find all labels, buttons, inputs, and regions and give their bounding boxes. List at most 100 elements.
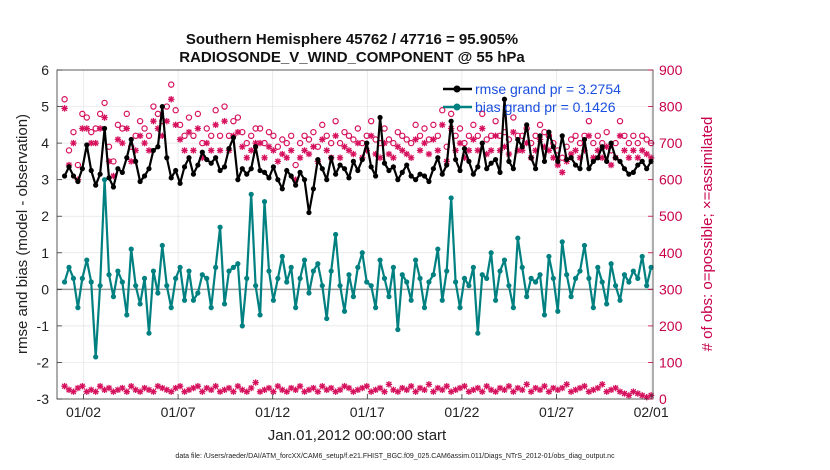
possible-obs-low-point xyxy=(643,393,650,401)
bias-point xyxy=(475,330,481,336)
rmse-point xyxy=(399,169,405,175)
possible-obs-point xyxy=(265,128,273,136)
assimilated-obs-point xyxy=(403,150,410,158)
possible-obs-low-point xyxy=(496,384,504,392)
possible-obs-low-point xyxy=(523,381,530,388)
assimilated-obs-point xyxy=(416,147,424,154)
assimilated-obs-point xyxy=(110,172,117,180)
rmse-point xyxy=(248,166,254,172)
rmse-point xyxy=(208,160,214,166)
rmse-point xyxy=(466,158,472,164)
assimilated-obs-point xyxy=(643,150,650,158)
rmse-point xyxy=(253,144,259,150)
bias-point xyxy=(537,272,543,278)
rmse-point xyxy=(564,156,570,163)
rmse-point xyxy=(97,171,103,177)
rmse-point xyxy=(110,184,117,190)
possible-obs-low-point xyxy=(390,386,397,394)
assimilated-obs-point xyxy=(292,176,299,183)
bias-point xyxy=(341,308,348,314)
y-tick-label-left: 1 xyxy=(41,245,49,261)
possible-obs-low-point xyxy=(385,381,393,388)
rmse-point xyxy=(644,166,650,172)
assimilated-obs-point xyxy=(350,150,357,158)
possible-obs-low-point xyxy=(505,383,513,390)
bias-point xyxy=(328,268,334,274)
bias-point xyxy=(204,275,210,281)
y-tick-label-left: -2 xyxy=(37,354,50,370)
bias-point xyxy=(248,191,254,197)
assimilated-obs-point xyxy=(256,139,264,147)
assimilated-obs-point xyxy=(470,136,477,143)
rmse-point xyxy=(350,158,356,164)
possible-obs-point xyxy=(203,125,210,132)
rmse-point xyxy=(590,158,596,164)
possible-obs-low-point xyxy=(239,386,246,394)
bias-point xyxy=(630,268,636,274)
possible-obs-low-point xyxy=(123,388,130,395)
bias-point xyxy=(230,264,237,270)
rmse-point xyxy=(599,144,605,150)
possible-obs-point xyxy=(616,117,624,125)
assimilated-obs-point xyxy=(305,150,313,158)
possible-obs-point xyxy=(385,136,393,143)
x-tick-label: 01/02 xyxy=(66,404,101,420)
possible-obs-low-point xyxy=(88,386,95,394)
possible-obs-low-point xyxy=(425,381,433,388)
rmse-point xyxy=(150,147,157,154)
assimilated-obs-point xyxy=(141,139,148,147)
assimilated-obs-point xyxy=(559,169,566,176)
rmse-point xyxy=(626,171,632,177)
assimilated-obs-point xyxy=(634,154,641,161)
possible-obs-low-point xyxy=(154,383,162,390)
bias-point xyxy=(604,301,610,307)
assimilated-obs-point xyxy=(492,132,499,139)
x-tick-label: 01/27 xyxy=(539,404,574,420)
assimilated-obs-point xyxy=(363,147,370,154)
assimilated-obs-point xyxy=(430,136,437,143)
rmse-point xyxy=(230,135,237,141)
x-tick-label: 01/17 xyxy=(350,404,385,420)
bias-point xyxy=(199,272,205,278)
possible-obs-low-point xyxy=(323,386,330,394)
bias-point xyxy=(461,275,468,281)
assimilated-obs-point xyxy=(461,154,468,161)
rmse-point xyxy=(364,140,370,146)
rmse-point xyxy=(492,156,499,163)
bias-point xyxy=(261,199,268,205)
possible-obs-low-point xyxy=(332,388,339,395)
assimilated-obs-point xyxy=(301,147,308,154)
rmse-point xyxy=(70,173,77,179)
rmse-point xyxy=(88,167,94,174)
rmse-point xyxy=(101,125,108,132)
rmse-point xyxy=(181,164,188,170)
bias-point xyxy=(315,261,321,267)
assimilated-obs-point xyxy=(261,154,268,161)
rmse-point xyxy=(141,173,148,179)
bias-point xyxy=(297,275,303,281)
possible-obs-low-point xyxy=(216,388,224,395)
possible-obs-low-point xyxy=(630,388,637,395)
bias-point xyxy=(515,235,521,241)
rmse-point xyxy=(266,175,272,181)
possible-obs-point xyxy=(283,139,290,147)
possible-obs-point xyxy=(345,132,353,139)
assimilated-obs-point xyxy=(519,147,526,154)
possible-obs-low-point xyxy=(585,388,593,395)
rmse-point xyxy=(439,171,445,177)
bias-point xyxy=(426,279,432,285)
possible-obs-point xyxy=(585,117,593,125)
bias-point xyxy=(470,264,476,270)
bias-point xyxy=(61,279,68,285)
bias-point xyxy=(137,301,143,307)
rmse-point xyxy=(568,155,574,161)
assimilated-obs-point xyxy=(234,128,242,136)
assimilated-obs-point xyxy=(274,158,282,165)
bias-point xyxy=(555,308,561,314)
possible-obs-low-point xyxy=(96,383,104,390)
possible-obs-low-point xyxy=(345,384,353,392)
rmse-point xyxy=(448,118,454,124)
possible-obs-low-point xyxy=(234,383,242,390)
possible-obs-low-point xyxy=(101,386,108,394)
possible-obs-low-point xyxy=(208,386,215,394)
